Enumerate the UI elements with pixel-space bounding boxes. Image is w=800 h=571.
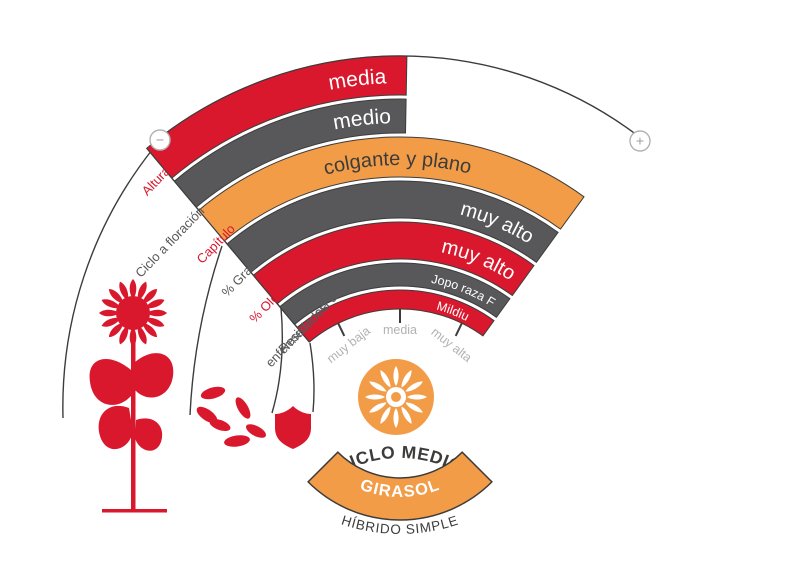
plant-flower-core <box>116 296 150 330</box>
plant-leaf <box>89 358 131 405</box>
scale-tick-high <box>454 322 463 337</box>
plant-leaf <box>135 353 174 398</box>
minus-icon: − <box>149 129 171 151</box>
value-bands <box>145 55 585 343</box>
badge-flower-core <box>391 392 401 402</box>
plant-flower-head <box>99 279 167 347</box>
zone-divider-arc-3 <box>271 307 284 414</box>
seed <box>200 386 226 400</box>
seed <box>209 418 231 432</box>
plant-stem <box>131 335 136 511</box>
value-band-mildiu <box>296 289 495 343</box>
seed <box>235 397 251 419</box>
seed <box>246 424 266 438</box>
svg-text:−: − <box>156 132 164 148</box>
scale-tick-low <box>337 322 346 337</box>
plant-leaf <box>135 418 163 451</box>
value-band-altura <box>145 55 408 179</box>
zone-divider-arc-2 <box>189 245 223 416</box>
attribute-label-ciclo-floracion: Ciclo a floración <box>132 203 207 280</box>
value-band-jopo <box>279 262 511 326</box>
badge-petals <box>365 366 427 428</box>
scale-label-muy-baja: muy baja <box>324 324 373 366</box>
seed <box>196 406 218 424</box>
value-band-capitulo <box>198 136 585 242</box>
product-band <box>307 451 493 521</box>
sunflower-plant-icon <box>89 279 174 513</box>
seeds-icon <box>196 386 266 447</box>
shield-icon <box>275 406 311 449</box>
scale-label-media: media <box>383 323 417 337</box>
value-band-jopo-resistencia-outer <box>252 221 535 305</box>
value-band-ciclo-floracion <box>173 98 407 208</box>
scale-ticks <box>337 309 463 337</box>
zone-divider-arc-4 <box>309 342 315 413</box>
plus-icon: + <box>629 130 651 152</box>
svg-text:+: + <box>636 133 644 149</box>
seed <box>224 435 250 447</box>
sunflower-badge-icon <box>358 359 434 435</box>
zone-divider-arc-1 <box>62 149 153 419</box>
value-band-grasas <box>226 180 559 274</box>
scale-label-muy-alta: muy alta <box>429 325 475 365</box>
plant-ground-line <box>102 509 167 513</box>
plant-leaf <box>98 405 133 450</box>
